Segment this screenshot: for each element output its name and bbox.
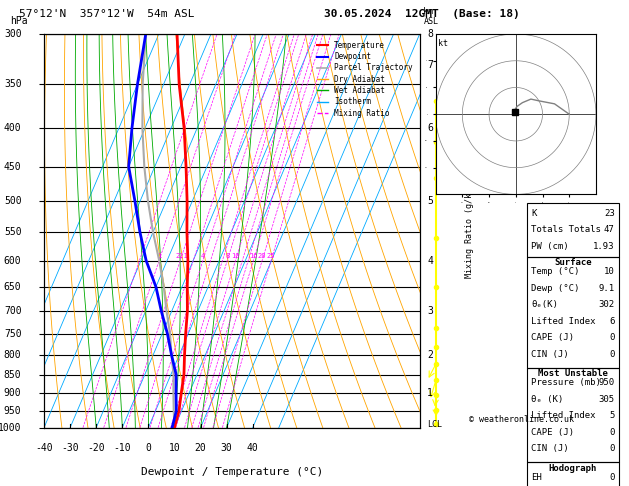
Text: 300: 300 (4, 29, 21, 39)
Text: 850: 850 (4, 369, 21, 380)
Text: Hodograph: Hodograph (548, 464, 597, 473)
Text: 900: 900 (4, 388, 21, 398)
Text: -40: -40 (35, 443, 53, 453)
Legend: Temperature, Dewpoint, Parcel Trajectory, Dry Adiabat, Wet Adiabat, Isotherm, Mi: Temperature, Dewpoint, Parcel Trajectory… (313, 38, 416, 121)
Text: 10: 10 (231, 253, 240, 259)
Text: 1: 1 (427, 388, 433, 398)
Text: 10: 10 (169, 443, 181, 453)
Text: 302: 302 (598, 300, 615, 309)
Text: PW (cm): PW (cm) (532, 242, 569, 251)
Text: 450: 450 (4, 161, 21, 172)
Text: 650: 650 (4, 282, 21, 292)
Text: 600: 600 (4, 256, 21, 266)
Text: 2: 2 (178, 253, 182, 259)
Text: km
ASL: km ASL (423, 7, 438, 26)
Text: Dewp (°C): Dewp (°C) (532, 284, 580, 293)
Text: 305: 305 (598, 395, 615, 404)
Text: EH: EH (532, 473, 542, 482)
Text: 2.1: 2.1 (175, 253, 188, 259)
Text: 350: 350 (4, 79, 21, 89)
Text: 47: 47 (604, 225, 615, 234)
Text: 40: 40 (247, 443, 259, 453)
Text: 950: 950 (598, 378, 615, 387)
Text: Dewpoint / Temperature (°C): Dewpoint / Temperature (°C) (141, 467, 323, 477)
Text: 8: 8 (427, 29, 433, 39)
Text: 0: 0 (145, 443, 152, 453)
Text: Lifted Index: Lifted Index (532, 411, 596, 420)
Text: 1000: 1000 (0, 423, 21, 433)
Text: © weatheronline.co.uk: © weatheronline.co.uk (469, 415, 574, 424)
Bar (527, 257, 619, 368)
Text: -10: -10 (113, 443, 131, 453)
Text: θₑ (K): θₑ (K) (532, 395, 564, 404)
Text: 2: 2 (427, 350, 433, 360)
Text: LCL: LCL (427, 420, 442, 429)
Text: 5: 5 (427, 196, 433, 206)
Text: 30.05.2024  12GMT  (Base: 18): 30.05.2024 12GMT (Base: 18) (323, 9, 520, 19)
Text: Mixing Ratio (g/kg): Mixing Ratio (g/kg) (465, 183, 474, 278)
Text: 9.1: 9.1 (598, 284, 615, 293)
Text: 1: 1 (157, 253, 161, 259)
Text: 0: 0 (610, 444, 615, 453)
Text: Most Unstable: Most Unstable (538, 369, 608, 378)
Text: 25: 25 (267, 253, 276, 259)
Text: 30: 30 (221, 443, 233, 453)
Text: Surface: Surface (554, 258, 592, 267)
Text: 8: 8 (225, 253, 230, 259)
Text: kt: kt (438, 39, 448, 49)
Text: -20: -20 (87, 443, 105, 453)
Text: 4: 4 (201, 253, 205, 259)
Bar (527, 203, 619, 257)
Text: 20: 20 (258, 253, 266, 259)
Bar (527, 368, 619, 463)
Text: 0: 0 (610, 428, 615, 437)
Text: 0: 0 (610, 333, 615, 342)
Text: 750: 750 (4, 329, 21, 339)
Text: 1.93: 1.93 (593, 242, 615, 251)
Text: 950: 950 (4, 406, 21, 416)
Text: 5: 5 (610, 411, 615, 420)
Text: 6: 6 (610, 317, 615, 326)
Text: 4: 4 (427, 256, 433, 266)
Text: 550: 550 (4, 227, 21, 237)
Text: θₑ(K): θₑ(K) (532, 300, 558, 309)
Text: 0: 0 (610, 350, 615, 359)
Text: 10: 10 (604, 267, 615, 276)
Text: CIN (J): CIN (J) (532, 444, 569, 453)
Bar (527, 463, 619, 486)
Text: 6: 6 (427, 123, 433, 133)
Text: 800: 800 (4, 350, 21, 360)
Text: 57°12'N  357°12'W  54m ASL: 57°12'N 357°12'W 54m ASL (19, 9, 195, 19)
Text: 7: 7 (427, 60, 433, 70)
Text: -30: -30 (61, 443, 79, 453)
Text: 20: 20 (194, 443, 206, 453)
Text: Temp (°C): Temp (°C) (532, 267, 580, 276)
Text: CAPE (J): CAPE (J) (532, 428, 574, 437)
Text: Totals Totals: Totals Totals (532, 225, 601, 234)
Text: 16: 16 (249, 253, 258, 259)
Text: 700: 700 (4, 306, 21, 316)
Text: K: K (532, 208, 537, 218)
Text: Pressure (mb): Pressure (mb) (532, 378, 601, 387)
Text: CAPE (J): CAPE (J) (532, 333, 574, 342)
Text: 23: 23 (604, 208, 615, 218)
Text: hPa: hPa (10, 16, 28, 26)
Text: Lifted Index: Lifted Index (532, 317, 596, 326)
Text: 400: 400 (4, 123, 21, 133)
Text: CIN (J): CIN (J) (532, 350, 569, 359)
Text: 500: 500 (4, 196, 21, 206)
Text: 3: 3 (427, 306, 433, 316)
Text: 0: 0 (610, 473, 615, 482)
